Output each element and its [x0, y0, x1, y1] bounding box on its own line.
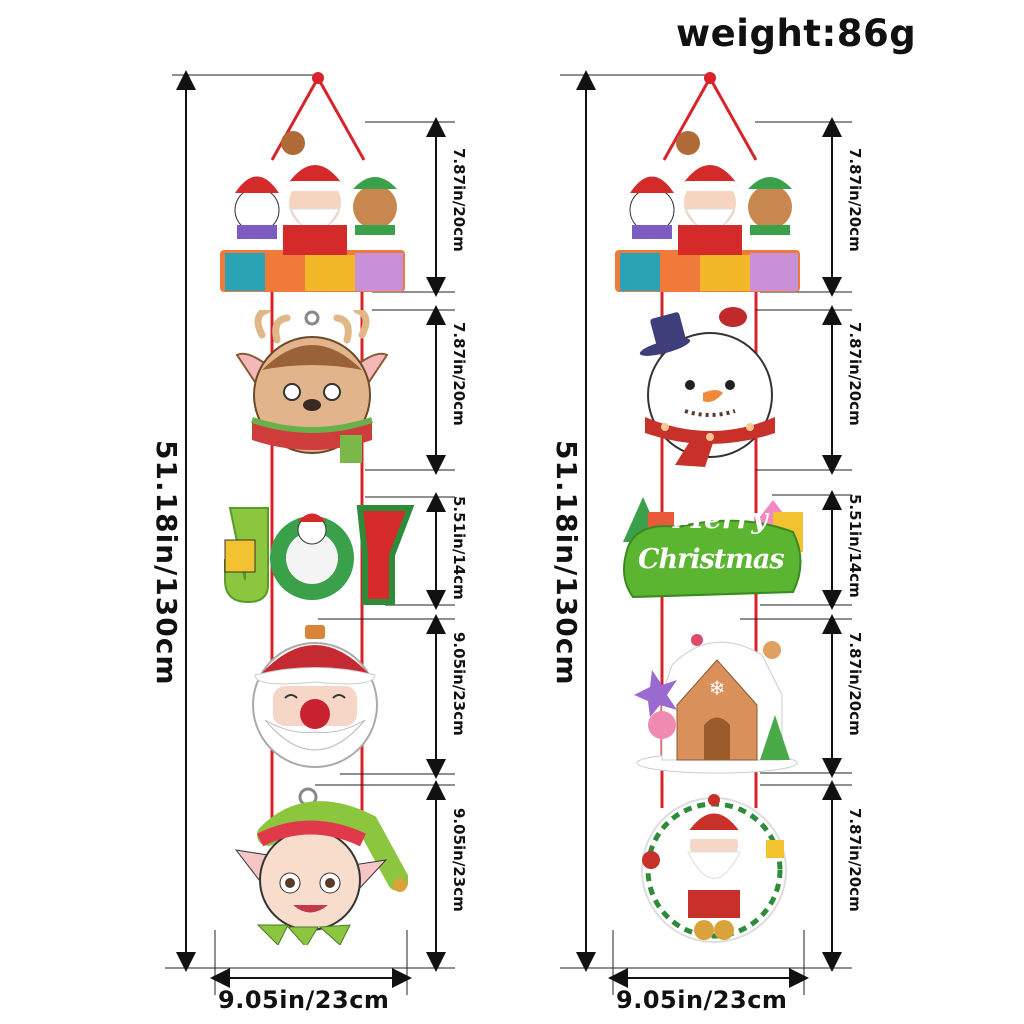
- elf-illustration: [234, 787, 408, 945]
- santa-face-ornament: [245, 620, 385, 775]
- size-label-5: 7.87in/20cm: [846, 808, 864, 912]
- size-label-3: 5.51in/14cm: [450, 496, 468, 600]
- size-label-1: 7.87in/20cm: [846, 148, 864, 252]
- snowman-illustration: [639, 307, 775, 467]
- weight-label: weight:86g: [676, 12, 917, 55]
- size-label-5: 9.05in/23cm: [450, 808, 468, 912]
- size-label-3: 5.51in/14cm: [846, 494, 864, 598]
- merry-christmas-illustration: [623, 497, 803, 599]
- gingerbread-house-ornament: ❄: [632, 625, 802, 775]
- snowman-ornament: [635, 305, 785, 470]
- size-label-4: 9.05in/23cm: [450, 632, 468, 736]
- santa-group-illustration: [615, 131, 800, 292]
- right-panel: 51.18in/130cm 7.87in/20cm 7.87in/20cm 5.…: [400, 0, 912, 1024]
- santa-group-illustration: [220, 131, 405, 292]
- width-label: 9.05in/23cm: [218, 986, 390, 1014]
- santa-face-illustration: [252, 625, 378, 768]
- joy-illustration: [224, 505, 415, 605]
- gingerbread-house-illustration: ❄: [634, 634, 798, 774]
- merry-text: Merry: [673, 502, 768, 535]
- reindeer-illustration: [235, 310, 389, 463]
- width-label: 9.05in/23cm: [616, 986, 788, 1014]
- left-panel: 51.18in/130cm 7.87in/20cm 7.87in/20cm 5.…: [150, 70, 468, 1014]
- merry-christmas-sign: Merry Christmas: [618, 492, 808, 602]
- size-label-4: 7.87in/20cm: [846, 632, 864, 736]
- santa-group-ornament: [610, 125, 805, 293]
- santa-wreath-ornament: [626, 790, 801, 950]
- christmas-text: Christmas: [638, 544, 785, 575]
- elf-ornament: [228, 785, 408, 945]
- size-label-2: 7.87in/20cm: [450, 322, 468, 426]
- size-label-2: 7.87in/20cm: [846, 322, 864, 426]
- reindeer-ornament: [232, 310, 392, 465]
- svg-text:❄: ❄: [709, 676, 726, 700]
- joy-sign: [220, 500, 415, 605]
- total-height-label: 51.18in/130cm: [550, 440, 583, 686]
- size-label-1: 7.87in/20cm: [450, 148, 468, 252]
- santa-group-ornament: [215, 125, 410, 293]
- santa-wreath-illustration: [641, 794, 787, 943]
- total-height-label: 51.18in/130cm: [150, 440, 183, 686]
